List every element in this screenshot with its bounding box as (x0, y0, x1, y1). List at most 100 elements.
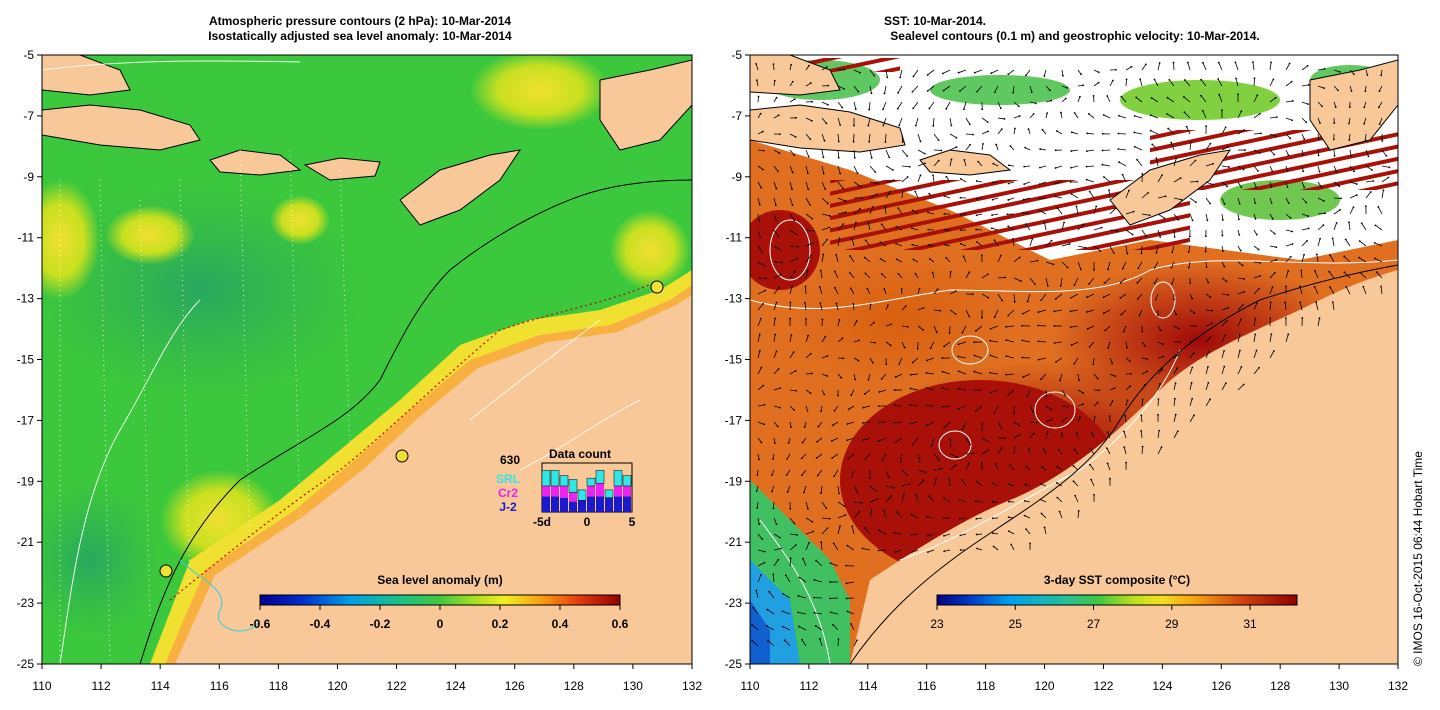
velocity-arrow (1205, 323, 1213, 327)
velocity-arrow-head (791, 188, 793, 190)
velocity-arrow (853, 165, 858, 174)
velocity-arrow-head (762, 384, 765, 387)
velocity-arrow (1359, 272, 1367, 279)
velocity-arrow (851, 469, 855, 478)
velocity-arrow (1157, 356, 1164, 359)
velocity-arrow-head (841, 337, 844, 340)
velocity-arrow (963, 101, 967, 110)
velocity-arrow (1125, 229, 1133, 235)
velocity-arrow-head (1323, 67, 1326, 70)
velocity-arrow-head (789, 317, 792, 320)
velocity-arrow-head (918, 460, 921, 463)
velocity-arrow (1252, 62, 1255, 71)
velocity-arrow-head (1092, 363, 1095, 366)
velocity-arrow (868, 373, 871, 380)
velocity-arrow (1086, 293, 1095, 298)
velocity-arrow (927, 549, 935, 553)
velocity-arrow-head (889, 190, 892, 193)
velocity-arrow-head (886, 76, 889, 79)
velocity-arrow (869, 485, 877, 492)
velocity-arrow-head (1167, 127, 1170, 130)
data-count-bar-j2 (578, 500, 586, 512)
velocity-arrow-head (1153, 282, 1156, 285)
velocity-arrow-head (1260, 132, 1262, 135)
velocity-arrow-head (1070, 193, 1073, 195)
velocity-arrow (981, 437, 989, 442)
velocity-arrow (1189, 382, 1192, 391)
velocity-arrow-head (849, 287, 852, 290)
velocity-arrow (1205, 143, 1211, 151)
velocity-arrow-head (811, 100, 813, 103)
velocity-arrow-head (1118, 161, 1120, 164)
data-count-bar-j2 (623, 496, 631, 512)
velocity-arrow-head (941, 72, 944, 75)
velocity-arrow-head (987, 440, 990, 443)
velocity-arrow (1253, 197, 1256, 204)
velocity-arrow-head (1135, 96, 1138, 99)
velocity-arrow (965, 309, 970, 317)
velocity-arrow (1237, 181, 1242, 188)
velocity-arrow (1253, 181, 1257, 188)
velocity-arrow-head (1226, 185, 1228, 188)
velocity-arrow (805, 117, 812, 122)
velocity-arrow (928, 212, 935, 215)
velocity-arrow (927, 85, 935, 92)
velocity-arrow-head (879, 241, 882, 244)
velocity-arrow (757, 229, 761, 238)
velocity-arrow-head (759, 236, 762, 239)
velocity-arrow-head (850, 623, 852, 625)
velocity-arrow-head (973, 341, 976, 344)
velocity-arrow (821, 336, 826, 343)
velocity-arrow-head (756, 506, 759, 509)
velocity-arrow (997, 255, 1002, 263)
velocity-arrow (917, 480, 924, 487)
velocity-arrow-head (1182, 95, 1185, 98)
velocity-arrow-head (1377, 206, 1380, 208)
velocity-arrow (1013, 293, 1016, 302)
velocity-arrow-head (989, 339, 992, 342)
velocity-arrow (1333, 101, 1337, 108)
velocity-arrow (960, 213, 967, 216)
velocity-arrow-head (852, 303, 855, 305)
velocity-arrow-head (1321, 105, 1323, 108)
velocity-arrow (1054, 309, 1063, 312)
velocity-arrow (1070, 325, 1079, 328)
velocity-arrow (1317, 85, 1325, 89)
velocity-arrow (1221, 146, 1229, 151)
velocity-arrow (896, 243, 903, 247)
velocity-arrow-head (1239, 249, 1242, 252)
velocity-arrow-head (813, 596, 816, 599)
velocity-arrow (1173, 62, 1175, 71)
velocity-arrow-head (1322, 200, 1325, 202)
velocity-arrow-head (1331, 301, 1334, 304)
velocity-arrow-head (975, 533, 978, 536)
velocity-arrow-head (1024, 223, 1027, 226)
velocity-arrow-head (890, 495, 893, 497)
velocity-arrow-head (976, 198, 978, 200)
velocity-arrow (805, 335, 809, 343)
velocity-arrow-head (1363, 122, 1365, 125)
velocity-arrow-head (991, 214, 994, 216)
velocity-arrow-head (774, 204, 777, 206)
velocity-arrow (1071, 131, 1079, 135)
velocity-arrow (1056, 130, 1063, 135)
velocity-arrow-head (1318, 317, 1321, 320)
velocity-arrow (789, 286, 793, 295)
velocity-arrow (901, 149, 908, 157)
velocity-arrow-head (1086, 150, 1088, 153)
velocity-arrow-head (893, 421, 896, 424)
velocity-arrow (960, 243, 967, 247)
velocity-arrow (1317, 212, 1325, 215)
velocity-arrow (942, 371, 951, 375)
velocity-arrow (1237, 366, 1242, 375)
velocity-arrow-head (1072, 465, 1075, 467)
velocity-arrow-head (795, 233, 798, 236)
velocity-arrow-head (1353, 170, 1356, 173)
velocity-arrow (1237, 261, 1243, 266)
velocity-arrow (1087, 132, 1095, 135)
velocity-arrow-head (1018, 115, 1021, 117)
velocity-arrow-head (1195, 325, 1197, 328)
velocity-arrow (820, 485, 823, 494)
velocity-arrow (805, 389, 811, 394)
velocity-arrow-head (806, 269, 809, 272)
